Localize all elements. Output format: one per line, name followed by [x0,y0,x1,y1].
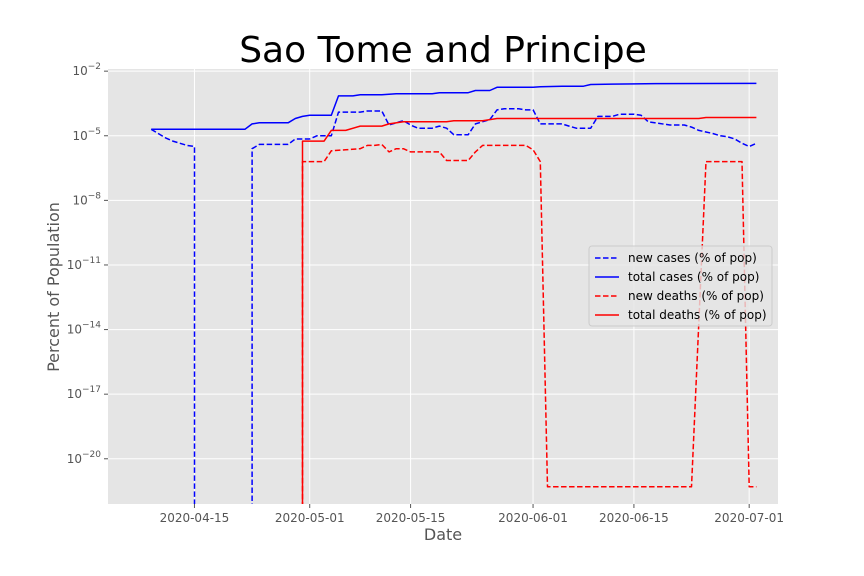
x-axis-ticks: 2020-04-15 2020-05-01 2020-05-15 2020-06-01… [160,504,784,525]
series-line-4 [301,116,757,504]
x-tick-label: 2020-06-01 [498,511,568,525]
y-tick-label: 10−20 [67,450,102,466]
grid-lines [108,69,778,504]
legend-label: total deaths (% of pop) [628,308,767,322]
y-tick-label: 10−5 [72,127,101,143]
y-tick-label: 10−14 [67,321,102,337]
x-tick-label: 2020-04-15 [160,511,230,525]
x-tick-label: 2020-06-15 [599,511,669,525]
legend-label: total cases (% of pop) [628,270,759,284]
legend: new cases (% of pop) total cases (% of po… [588,245,773,327]
y-tick-label: 10−11 [67,256,101,272]
series-layer [150,82,757,504]
legend-label: new cases (% of pop) [628,251,757,265]
series-line-2 [151,82,757,131]
x-axis-label: Date [424,525,462,544]
x-tick-label: 2020-05-15 [376,511,446,525]
x-tick-label: 2020-05-01 [275,511,345,525]
y-tick-label: 10−8 [72,191,101,207]
legend-box [588,245,773,327]
y-tick-label: 10−17 [67,385,101,401]
legend-label: new deaths (% of pop) [628,289,764,303]
y-axis-label: Percent of Population [44,202,63,372]
x-tick-label: 2020-07-01 [714,511,784,525]
y-tick-label: 10−2 [72,62,101,78]
y-axis-ticks: 10−2 10−5 10−8 10−11 10−14 10−17 10−20 [67,62,108,466]
series-line-1 [150,108,757,504]
series-line-3 [301,143,757,504]
chart-title: Sao Tome and Principe [239,30,647,71]
